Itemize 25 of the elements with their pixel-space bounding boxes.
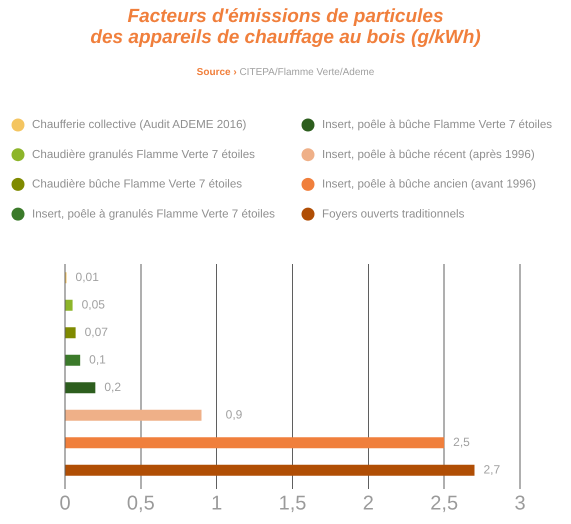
legend-label: Chaufferie collective (Audit ADEME 2016) (32, 118, 247, 132)
data-label: 0,2 (104, 380, 122, 394)
data-label: 0,01 (76, 270, 100, 284)
x-tick-label: 0,5 (126, 492, 155, 515)
legend-label: Chaudière bûche Flamme Verte 7 étoiles (32, 178, 242, 191)
x-tick-label: 1 (211, 492, 222, 515)
x-tick-label: 0 (59, 492, 71, 515)
data-label: 2,7 (484, 462, 501, 477)
legend-label: Chaudière granulés Flamme Verte 7 étoiles (32, 148, 256, 161)
data-label: 0,1 (89, 352, 106, 367)
data-label: 0,9 (226, 408, 243, 422)
legend-label: Insert, poêle à bûche récent (après 1996) (322, 148, 535, 161)
x-tick-label: 2 (362, 492, 374, 515)
chart-title: Facteurs d'émissions de particules des appareils de chauffage au bois (g/kWh) (90, 6, 481, 48)
legend-label: Insert, poêle à bûche Flamme Verte 7 étoiles (322, 118, 552, 132)
data-label: 0,07 (84, 325, 108, 340)
legend-label: Foyers ouverts traditionnels (322, 207, 465, 220)
data-label: 0,05 (82, 298, 106, 312)
data-label: 2,5 (453, 435, 470, 450)
x-tick-label: 1,5 (278, 492, 306, 515)
x-tick-label: 3 (514, 492, 526, 515)
x-tick-label: 2,5 (430, 492, 458, 515)
source-note: Source › CITEPA/Flamme Verte/Ademe (196, 66, 375, 78)
legend-label: Insert, poêle à bûche ancien (avant 1996) (322, 178, 536, 191)
legend-label: Insert, poêle à granulés Flamme Verte 7 étoiles (32, 207, 276, 220)
